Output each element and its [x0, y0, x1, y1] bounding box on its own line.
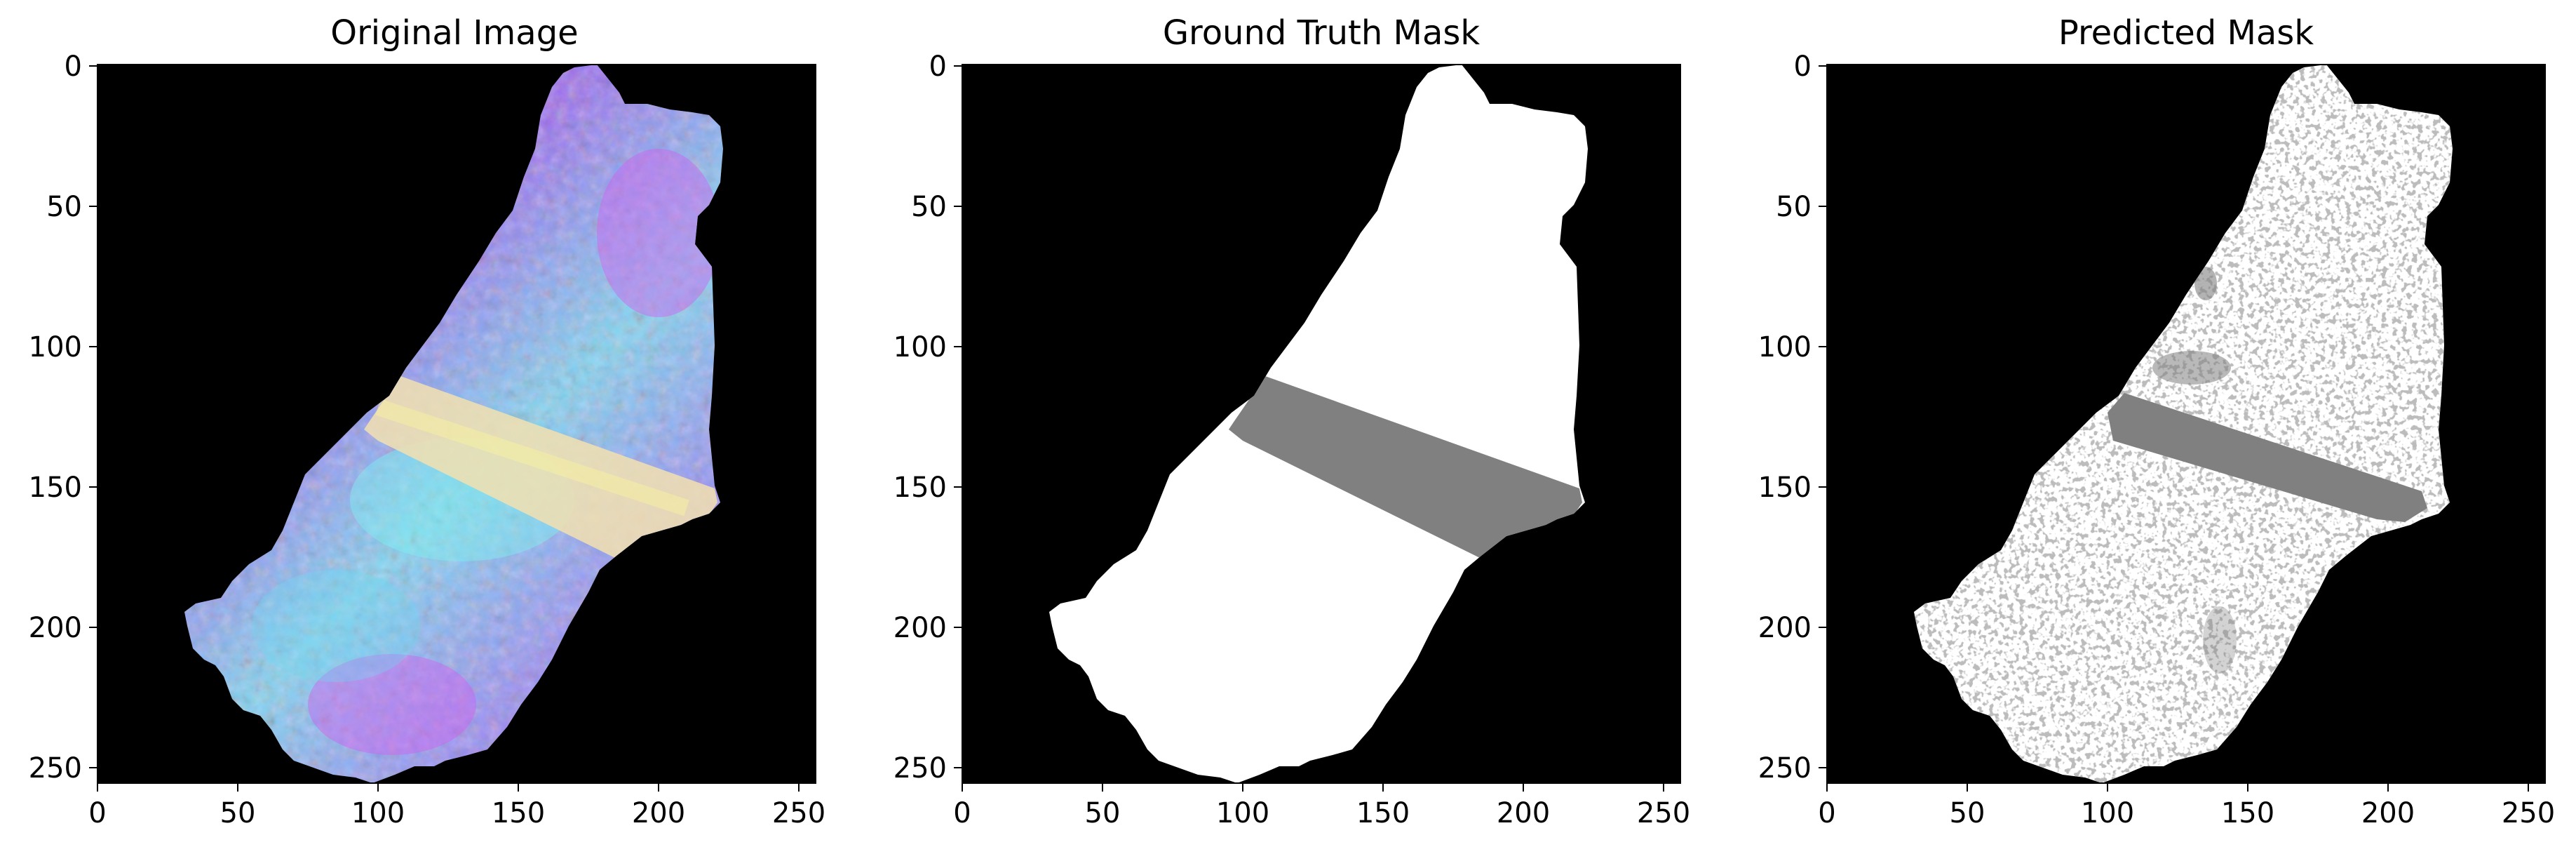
- panel-predicted: Predicted Mask 0 50 100 150 200: [1758, 13, 2556, 829]
- y-tick-label: 0: [65, 51, 82, 83]
- y-tick-label: 100: [1758, 331, 1812, 363]
- y-tick-label: 200: [893, 612, 947, 644]
- x-tick-label: 250: [2502, 797, 2555, 829]
- x-axis-original: 0 50 100 150 200 250: [88, 783, 825, 829]
- x-tick-label: 50: [220, 797, 256, 829]
- y-tick-label: 250: [1758, 752, 1812, 785]
- x-tick-label: 100: [351, 797, 405, 829]
- image-ground-truth: [962, 65, 1680, 783]
- y-tick-label: 100: [893, 331, 947, 363]
- y-tick-label: 200: [1758, 612, 1812, 644]
- y-tick-label: 250: [893, 752, 947, 785]
- y-axis-original: 0 50 100 150 200 250: [29, 51, 97, 785]
- x-axis-ground-truth: 0 50 100 150 200 250: [953, 783, 1690, 829]
- y-tick-label: 250: [29, 752, 82, 785]
- panel-title-predicted: Predicted Mask: [2058, 13, 2314, 53]
- image-original: [97, 65, 816, 783]
- y-tick-label: 0: [929, 51, 947, 83]
- panel-title-ground-truth: Ground Truth Mask: [1163, 13, 1481, 53]
- y-tick-label: 50: [1776, 191, 1812, 223]
- x-tick-label: 200: [632, 797, 685, 829]
- x-tick-label: 50: [1085, 797, 1121, 829]
- x-tick-label: 150: [2221, 797, 2274, 829]
- panel-ground-truth: Ground Truth Mask 0 50 100 150 200 250: [893, 13, 1691, 829]
- x-tick-label: 200: [2361, 797, 2415, 829]
- x-tick-label: 150: [492, 797, 545, 829]
- panel-title-original: Original Image: [330, 13, 578, 53]
- y-tick-label: 200: [29, 612, 82, 644]
- x-tick-label: 0: [953, 797, 971, 829]
- y-axis-predicted: 0 50 100 150 200 250: [1758, 51, 1827, 785]
- x-tick-label: 250: [772, 797, 825, 829]
- x-tick-label: 250: [1637, 797, 1690, 829]
- y-axis-ground-truth: 0 50 100 150 200 250: [893, 51, 962, 785]
- y-tick-label: 50: [46, 191, 82, 223]
- x-tick-label: 200: [1497, 797, 1550, 829]
- x-tick-label: 100: [1216, 797, 1269, 829]
- x-tick-label: 0: [1818, 797, 1835, 829]
- y-tick-label: 50: [911, 191, 947, 223]
- x-axis-predicted: 0 50 100 150 200 250: [1818, 783, 2555, 829]
- y-tick-label: 150: [1758, 472, 1812, 504]
- image-predicted: [1827, 65, 2545, 783]
- x-tick-label: 0: [88, 797, 106, 829]
- y-tick-label: 0: [1794, 51, 1812, 83]
- panel-original: Original Image 0 50 100: [29, 13, 826, 829]
- y-tick-label: 100: [29, 331, 82, 363]
- x-tick-label: 100: [2081, 797, 2134, 829]
- y-tick-label: 150: [893, 472, 947, 504]
- y-tick-label: 150: [29, 472, 82, 504]
- x-tick-label: 150: [1356, 797, 1410, 829]
- x-tick-label: 50: [1950, 797, 1985, 829]
